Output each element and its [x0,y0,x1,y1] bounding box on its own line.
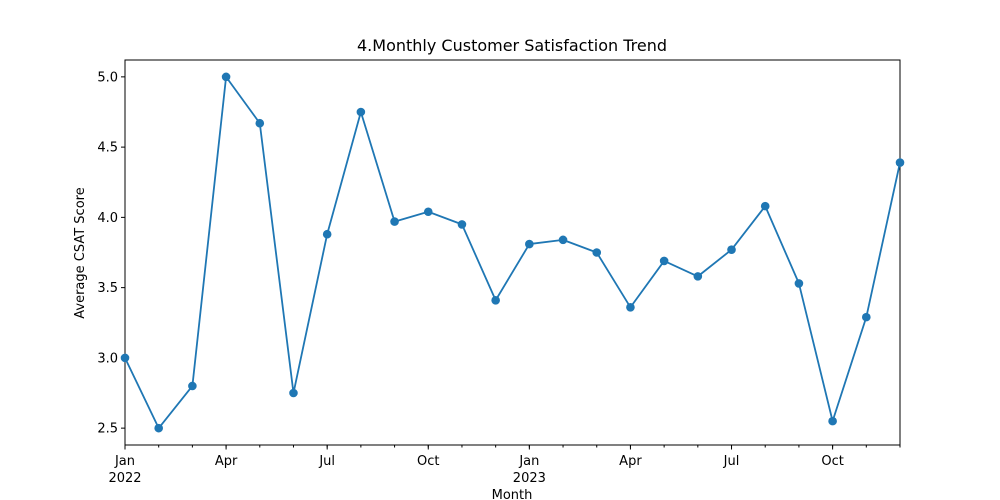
data-point [120,353,130,363]
y-tick-label: 4.5 [97,141,118,156]
data-point [592,248,602,257]
chart-title: 4.Monthly Customer Satisfaction Trend [357,36,667,55]
data-point [322,229,332,239]
x-tick-label: Jul [318,454,335,469]
data-point [862,312,871,322]
data-point [289,388,298,398]
x-tick-year-label: 2022 [108,471,141,486]
series-layer [120,72,905,433]
x-tick-label: Apr [619,454,642,469]
data-point [626,302,635,312]
data-point [491,295,500,305]
series-line [124,75,901,430]
x-axis-label: Month [492,488,533,500]
y-tick-label: 2.5 [97,422,118,437]
x-tick-label: Jan [114,454,135,469]
data-point [760,201,770,211]
y-axis-label: Average CSAT Score [73,187,88,318]
y-tick-label: 4.0 [97,211,118,226]
data-point [356,107,366,117]
data-point [255,118,265,128]
data-point [558,235,568,245]
data-point [895,158,905,167]
data-point [221,72,231,82]
data-point [188,381,197,391]
data-point [390,217,399,226]
data-point [794,279,804,288]
data-point [659,256,669,266]
x-tick-label: Jul [723,454,740,469]
data-point [457,220,467,229]
x-axis: Jan 2022 Apr Jul Oct Jan 2023 Apr Jul Oct [108,445,901,486]
data-point [693,272,703,281]
data-point [727,245,736,254]
x-tick-label: Oct [821,454,843,469]
x-tick-label: Jan [518,454,539,469]
plot-area [124,59,901,446]
y-tick-label: 3.0 [97,351,118,366]
x-tick-year-label: 2023 [513,471,546,486]
y-tick-label: 5.0 [97,70,118,85]
data-point [525,239,534,249]
x-tick-label: Apr [215,454,238,469]
y-axis: 2.5 3.0 3.5 4.0 4.5 5.0 [97,70,125,437]
y-tick-label: 3.5 [97,281,118,296]
data-point [423,207,433,217]
x-tick-label: Oct [417,454,439,469]
data-point [828,416,837,426]
data-point [154,423,163,433]
